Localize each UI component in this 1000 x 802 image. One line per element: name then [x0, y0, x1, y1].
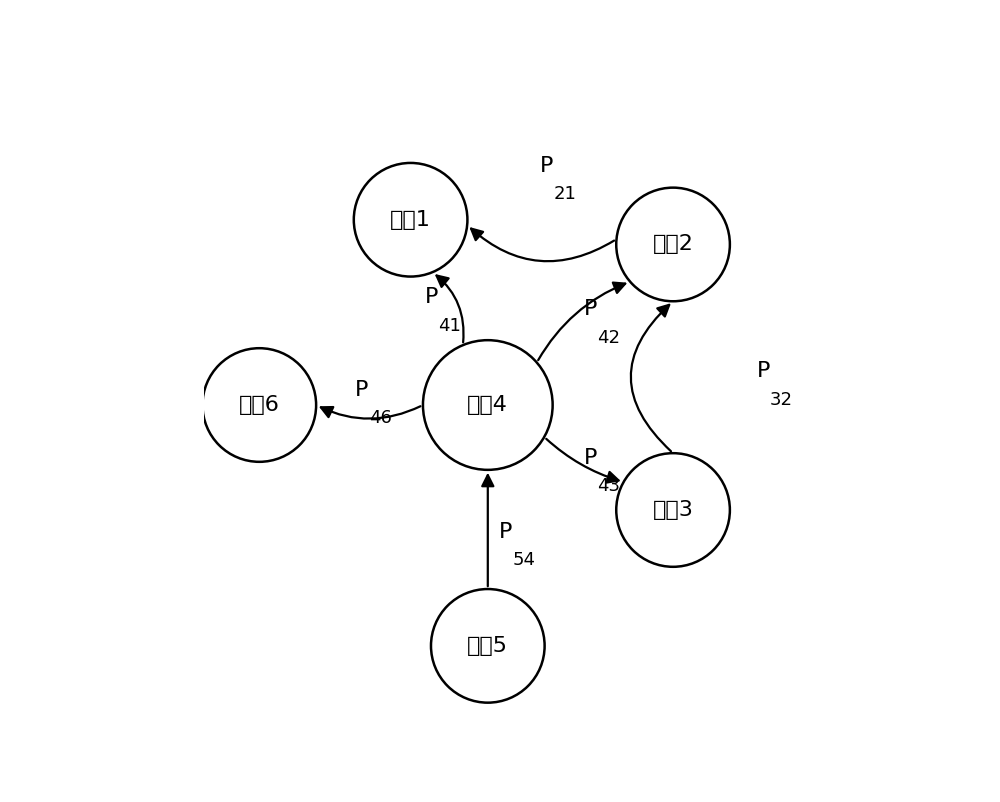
Circle shape	[616, 188, 730, 302]
Text: 42: 42	[597, 329, 620, 347]
Text: 21: 21	[554, 185, 577, 203]
Circle shape	[354, 163, 467, 277]
Text: 41: 41	[438, 317, 461, 334]
Text: 节点5: 节点5	[467, 636, 508, 656]
FancyArrowPatch shape	[321, 407, 420, 419]
Text: 节点2: 节点2	[653, 234, 693, 254]
FancyArrowPatch shape	[471, 229, 614, 261]
FancyArrowPatch shape	[631, 305, 671, 452]
Text: 43: 43	[597, 477, 620, 496]
Circle shape	[616, 453, 730, 567]
FancyArrowPatch shape	[546, 439, 619, 483]
Text: P: P	[584, 299, 597, 319]
FancyArrowPatch shape	[437, 276, 464, 342]
Text: P: P	[355, 379, 368, 399]
Text: P: P	[584, 448, 597, 468]
Text: 节点1: 节点1	[390, 210, 431, 229]
Text: 节点6: 节点6	[239, 395, 280, 415]
Text: P: P	[425, 287, 438, 307]
Circle shape	[202, 348, 316, 462]
Text: P: P	[756, 361, 770, 381]
Circle shape	[431, 589, 545, 703]
Text: 节点4: 节点4	[467, 395, 508, 415]
Text: 32: 32	[770, 391, 793, 409]
Text: 46: 46	[369, 409, 391, 427]
Text: 节点3: 节点3	[653, 500, 693, 520]
Circle shape	[423, 340, 553, 470]
FancyArrowPatch shape	[482, 475, 493, 586]
Text: P: P	[499, 522, 512, 542]
Text: P: P	[540, 156, 554, 176]
Text: 54: 54	[512, 551, 536, 569]
FancyArrowPatch shape	[538, 282, 625, 360]
